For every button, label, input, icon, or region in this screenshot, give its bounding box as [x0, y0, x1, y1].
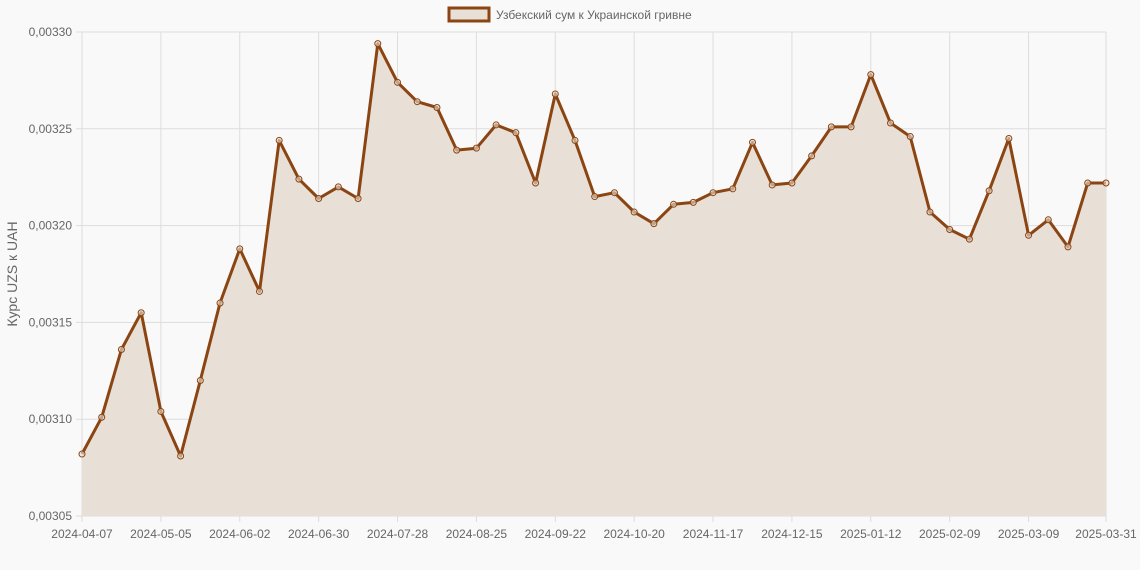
y-tick-label: 0,00310 [29, 412, 73, 426]
data-point[interactable] [216, 299, 224, 307]
x-tick-label: 2024-11-17 [683, 527, 744, 541]
x-tick-label: 2024-06-30 [288, 527, 350, 541]
data-point[interactable] [196, 376, 204, 384]
data-point[interactable] [315, 194, 323, 202]
data-point[interactable] [394, 78, 402, 86]
data-point[interactable] [808, 152, 816, 160]
x-tick-label: 2025-01-12 [840, 527, 902, 541]
data-point[interactable] [1044, 216, 1052, 224]
data-point[interactable] [236, 245, 244, 253]
data-point[interactable] [867, 71, 875, 79]
data-point[interactable] [729, 185, 737, 193]
data-point[interactable] [255, 287, 263, 295]
x-tick-label: 2024-07-28 [367, 527, 429, 541]
data-point[interactable] [670, 200, 678, 208]
data-point[interactable] [788, 179, 796, 187]
data-point[interactable] [887, 119, 895, 127]
data-point[interactable] [157, 407, 165, 415]
data-point[interactable] [532, 179, 540, 187]
data-point[interactable] [985, 187, 993, 195]
data-point[interactable] [847, 123, 855, 131]
data-point[interactable] [1064, 243, 1072, 251]
data-point[interactable] [275, 136, 283, 144]
data-point[interactable] [630, 208, 638, 216]
data-point[interactable] [591, 193, 599, 201]
data-point[interactable] [78, 450, 86, 458]
x-tick-label: 2024-04-07 [51, 527, 113, 541]
x-tick-label: 2024-09-22 [525, 527, 587, 541]
data-point[interactable] [334, 183, 342, 191]
data-point[interactable] [177, 452, 185, 460]
data-point[interactable] [492, 121, 500, 129]
x-axis: 2024-04-07 2024-05-05 2024-06-02 2024-06-30… [51, 527, 1137, 541]
data-point[interactable] [433, 104, 441, 112]
area-fill [82, 43, 1106, 516]
data-point[interactable] [571, 136, 579, 144]
x-tick-label: 2024-05-05 [130, 527, 192, 541]
data-point[interactable] [1025, 231, 1033, 239]
data-point[interactable] [926, 208, 934, 216]
data-point[interactable] [354, 194, 362, 202]
x-tick-label: 2024-08-25 [446, 527, 508, 541]
data-point[interactable] [906, 133, 914, 141]
data-point[interactable] [413, 98, 421, 106]
x-tick-label: 2024-10-20 [603, 527, 665, 541]
data-point[interactable] [137, 309, 145, 317]
y-axis-label: Курс UZS к UAH [4, 221, 20, 326]
data-point[interactable] [1102, 179, 1110, 187]
data-point[interactable] [374, 40, 382, 48]
data-point[interactable] [748, 138, 756, 146]
y-tick-label: 0,00320 [29, 219, 73, 233]
data-point[interactable] [965, 235, 973, 243]
y-axis: 0,00305 0,00310 0,00315 0,00320 0,00325 0,003… [29, 25, 73, 523]
data-point[interactable] [98, 413, 106, 421]
data-point[interactable] [768, 181, 776, 189]
data-point[interactable] [453, 146, 461, 154]
data-point[interactable] [946, 225, 954, 233]
x-tick-label: 2025-02-09 [919, 527, 981, 541]
legend[interactable]: Узбекский сум к Украинской гривне [447, 6, 692, 23]
data-point[interactable] [472, 144, 480, 152]
data-point[interactable] [1005, 134, 1013, 142]
legend-swatch [447, 6, 491, 23]
data-point[interactable] [689, 198, 697, 206]
data-point[interactable] [610, 189, 618, 197]
data-point[interactable] [1084, 179, 1092, 187]
y-tick-label: 0,00315 [29, 315, 73, 329]
data-point[interactable] [551, 90, 559, 98]
data-point[interactable] [117, 346, 125, 354]
data-point[interactable] [512, 129, 520, 137]
data-point[interactable] [295, 175, 303, 183]
y-tick-label: 0,00325 [29, 122, 73, 136]
data-point[interactable] [827, 123, 835, 131]
data-point[interactable] [650, 220, 658, 228]
y-tick-label: 0,00330 [29, 25, 73, 39]
x-tick-label: 2024-06-02 [209, 527, 271, 541]
x-tick-label: 2025-03-09 [998, 527, 1060, 541]
x-tick-label: 2025-03-31 [1075, 527, 1137, 541]
y-tick-label: 0,00305 [29, 509, 73, 523]
legend-label: Узбекский сум к Украинской гривне [496, 8, 692, 22]
data-points[interactable] [78, 40, 1110, 460]
data-point[interactable] [709, 189, 717, 197]
x-tick-label: 2024-12-15 [761, 527, 823, 541]
